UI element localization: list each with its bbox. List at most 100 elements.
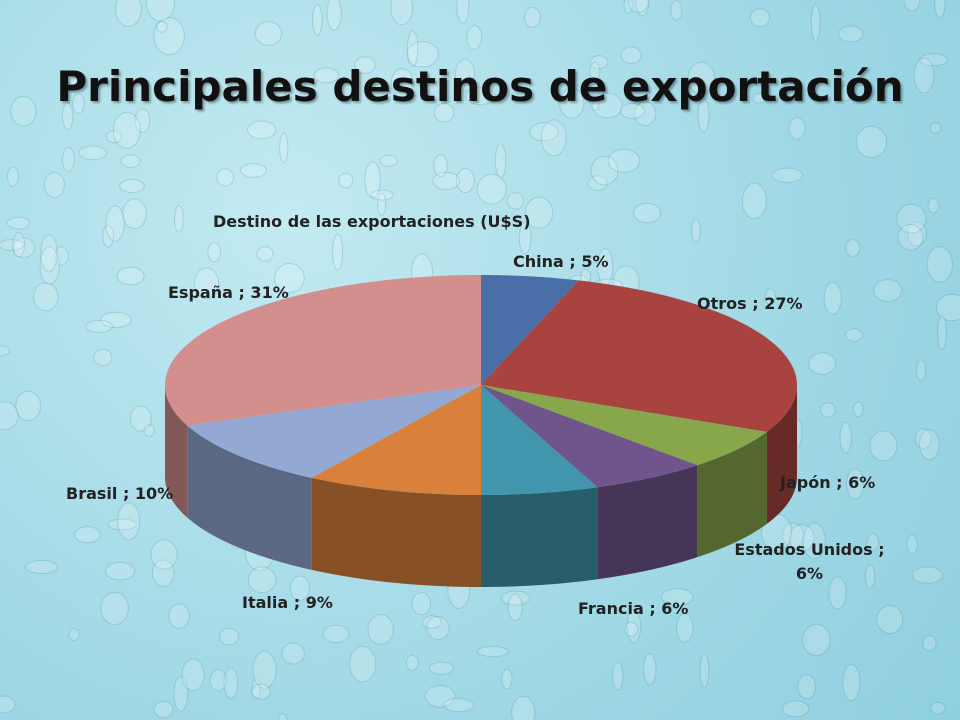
chart-subtitle: Destino de las exportaciones (U$S) xyxy=(213,212,531,231)
droplet xyxy=(501,668,513,690)
droplet xyxy=(855,125,888,159)
droplet xyxy=(699,653,710,688)
droplet xyxy=(896,203,927,234)
pie-slice xyxy=(481,385,767,466)
droplet xyxy=(903,0,921,12)
droplet xyxy=(379,154,398,167)
slice-side xyxy=(597,465,698,580)
droplet xyxy=(61,147,75,173)
droplet xyxy=(930,701,946,715)
droplet xyxy=(937,315,947,351)
droplet xyxy=(749,8,771,28)
droplet xyxy=(390,0,414,26)
droplet xyxy=(364,161,381,199)
droplet xyxy=(0,345,11,357)
droplet xyxy=(661,588,694,607)
droplet xyxy=(44,171,65,198)
slice-side xyxy=(311,477,481,587)
droplet xyxy=(511,695,536,720)
droplet xyxy=(406,41,439,68)
droplet xyxy=(102,224,114,248)
droplet xyxy=(68,627,80,641)
droplet xyxy=(623,0,633,14)
droplet xyxy=(620,46,642,64)
droplet xyxy=(456,0,470,24)
droplet xyxy=(635,0,650,17)
droplet xyxy=(73,526,101,544)
droplet xyxy=(559,87,585,119)
droplet xyxy=(626,608,642,644)
droplet xyxy=(39,246,60,286)
droplet xyxy=(223,667,239,699)
data-label: España ; 31% xyxy=(168,283,289,302)
droplet xyxy=(788,117,806,140)
droplet xyxy=(612,661,624,691)
droplet xyxy=(866,533,880,552)
droplet xyxy=(251,683,271,700)
droplet xyxy=(797,674,817,700)
droplet xyxy=(33,282,59,312)
droplet xyxy=(251,678,261,700)
droplet xyxy=(275,81,288,98)
droplet xyxy=(808,352,837,376)
droplet xyxy=(752,92,766,104)
droplet xyxy=(405,654,419,671)
droplet xyxy=(628,0,649,13)
droplet xyxy=(411,592,432,616)
droplet xyxy=(587,175,608,192)
droplet xyxy=(839,84,852,102)
droplet xyxy=(54,246,69,266)
droplet xyxy=(914,428,932,449)
droplet xyxy=(274,262,305,294)
droplet xyxy=(476,645,510,658)
droplet xyxy=(85,320,113,333)
slice-side xyxy=(165,385,188,518)
droplet xyxy=(864,564,876,589)
droplet xyxy=(370,189,394,201)
droplet xyxy=(919,53,948,67)
droplet xyxy=(897,223,924,251)
droplet xyxy=(456,167,475,194)
droplet xyxy=(632,202,662,224)
droplet xyxy=(443,697,475,713)
droplet xyxy=(454,58,476,92)
droplet xyxy=(907,221,927,247)
droplet xyxy=(278,713,288,720)
droplet xyxy=(145,0,176,22)
droplet xyxy=(168,603,190,629)
chart-title: Principales destinos de exportación xyxy=(56,62,904,111)
droplet xyxy=(10,95,37,127)
droplet xyxy=(876,605,904,634)
droplet xyxy=(153,700,174,719)
droplet xyxy=(207,241,222,263)
droplet xyxy=(100,591,129,626)
droplet xyxy=(507,593,523,622)
slice-side xyxy=(697,431,767,558)
droplet xyxy=(312,3,323,36)
droplet xyxy=(407,29,419,67)
droplet xyxy=(926,246,953,283)
droplet xyxy=(838,25,864,43)
droplet xyxy=(93,348,113,367)
droplet xyxy=(25,559,58,575)
droplet xyxy=(173,675,189,712)
droplet xyxy=(913,57,935,94)
droplet xyxy=(852,401,864,418)
droplet xyxy=(675,613,694,643)
slice-side xyxy=(187,425,312,570)
droplet xyxy=(624,621,639,637)
droplet xyxy=(633,101,657,127)
droplet xyxy=(494,143,507,179)
droplet xyxy=(218,627,240,646)
droplet xyxy=(247,566,277,594)
droplet xyxy=(643,653,657,686)
droplet xyxy=(919,429,940,461)
droplet xyxy=(781,700,810,718)
droplet xyxy=(922,635,937,652)
data-label: China ; 5% xyxy=(513,252,609,271)
droplet xyxy=(62,102,74,131)
droplet xyxy=(906,534,918,555)
droplet xyxy=(332,233,344,271)
